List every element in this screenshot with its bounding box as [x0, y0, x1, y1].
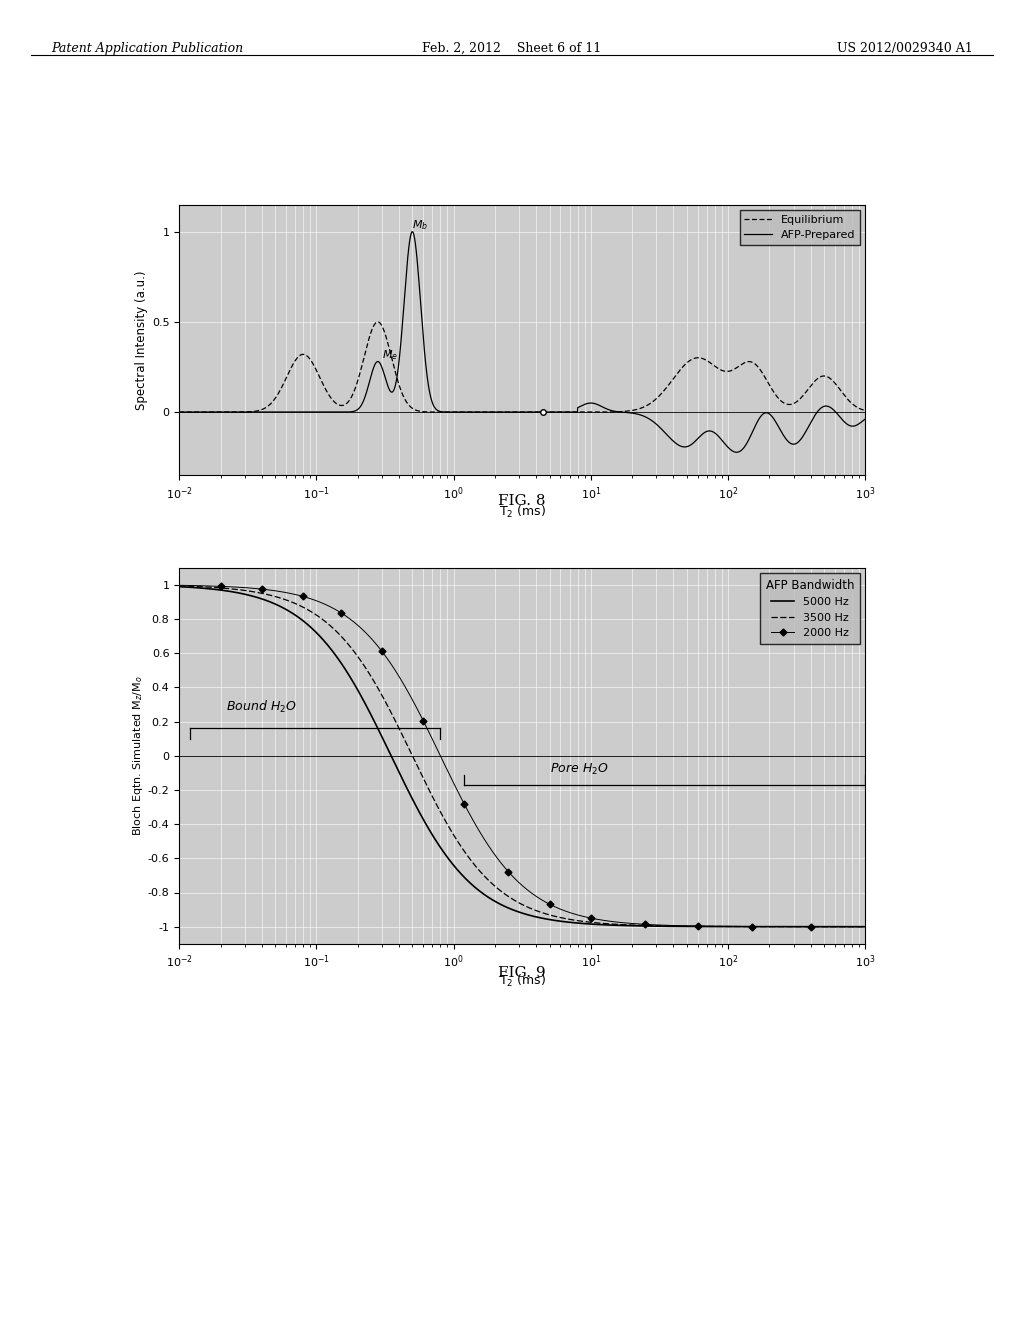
- AFP-Prepared: [730, 445, 742, 461]
- Line: 3500 Hz: 3500 Hz: [179, 586, 865, 927]
- Line: 2000 Hz: 2000 Hz: [179, 585, 865, 927]
- Text: Patent Application Publication: Patent Application Publication: [51, 42, 244, 55]
- Text: US 2012/0029340 A1: US 2012/0029340 A1: [837, 42, 973, 55]
- AFP-Prepared: [173, 404, 185, 420]
- Equilibrium: [436, 404, 449, 420]
- Text: $M_b$: $M_b$: [413, 218, 428, 232]
- 2000 Hz: [292, 587, 304, 603]
- 5000 Hz: [466, 876, 478, 892]
- 2000 Hz: [173, 577, 185, 593]
- 5000 Hz: [436, 842, 449, 858]
- 5000 Hz: [292, 610, 304, 626]
- AFP-Prepared: [251, 404, 263, 420]
- AFP-Prepared: [407, 223, 419, 239]
- 2000 Hz: [251, 581, 263, 597]
- Legend: 5000 Hz, 3500 Hz, 2000 Hz: 5000 Hz, 3500 Hz, 2000 Hz: [760, 573, 860, 644]
- X-axis label: T$_2$ (ms): T$_2$ (ms): [499, 973, 546, 989]
- 3500 Hz: [251, 585, 263, 601]
- Equilibrium: [846, 396, 858, 412]
- Line: 5000 Hz: 5000 Hz: [179, 586, 865, 927]
- AFP-Prepared: [292, 404, 304, 420]
- Text: $M_e$: $M_e$: [382, 348, 398, 362]
- AFP-Prepared: [859, 411, 871, 426]
- Equilibrium: [487, 404, 500, 420]
- 2000 Hz: [466, 810, 478, 826]
- 5000 Hz: [251, 590, 263, 606]
- 3500 Hz: [772, 919, 784, 935]
- Text: $\it{Pore\ H_2O}$: $\it{Pore\ H_2O}$: [550, 762, 608, 777]
- 2000 Hz: [859, 919, 871, 935]
- 5000 Hz: [173, 578, 185, 594]
- Line: AFP-Prepared: AFP-Prepared: [179, 231, 865, 453]
- Legend: Equilibrium, AFP-Prepared: Equilibrium, AFP-Prepared: [739, 210, 860, 244]
- AFP-Prepared: [846, 418, 858, 434]
- 5000 Hz: [859, 919, 871, 935]
- Y-axis label: Spectral Intensity (a.u.): Spectral Intensity (a.u.): [135, 271, 147, 409]
- AFP-Prepared: [436, 404, 449, 420]
- Text: $\it{Bound\ H_2O}$: $\it{Bound\ H_2O}$: [226, 700, 297, 715]
- 5000 Hz: [772, 919, 784, 935]
- Equilibrium: [173, 404, 185, 420]
- Line: Equilibrium: Equilibrium: [179, 322, 865, 412]
- 3500 Hz: [466, 854, 478, 870]
- 2000 Hz: [772, 919, 784, 935]
- 5000 Hz: [846, 919, 858, 935]
- AFP-Prepared: [466, 404, 478, 420]
- 2000 Hz: [436, 752, 449, 768]
- 3500 Hz: [859, 919, 871, 935]
- Text: FIG. 8: FIG. 8: [499, 494, 546, 508]
- Equilibrium: [372, 314, 384, 330]
- Text: Feb. 2, 2012    Sheet 6 of 11: Feb. 2, 2012 Sheet 6 of 11: [422, 42, 602, 55]
- Equilibrium: [251, 403, 263, 418]
- 2000 Hz: [846, 919, 858, 935]
- AFP-Prepared: [772, 418, 784, 434]
- 3500 Hz: [436, 808, 449, 824]
- Equilibrium: [466, 404, 478, 420]
- Equilibrium: [292, 348, 304, 364]
- Text: FIG. 9: FIG. 9: [499, 966, 546, 981]
- Y-axis label: Bloch Eqtn. Simulated M$_z$/M$_o$: Bloch Eqtn. Simulated M$_z$/M$_o$: [131, 676, 145, 836]
- 3500 Hz: [846, 919, 858, 935]
- 3500 Hz: [173, 578, 185, 594]
- 3500 Hz: [292, 597, 304, 612]
- Equilibrium: [772, 391, 784, 407]
- Equilibrium: [859, 403, 871, 418]
- X-axis label: T$_2$ (ms): T$_2$ (ms): [499, 504, 546, 520]
